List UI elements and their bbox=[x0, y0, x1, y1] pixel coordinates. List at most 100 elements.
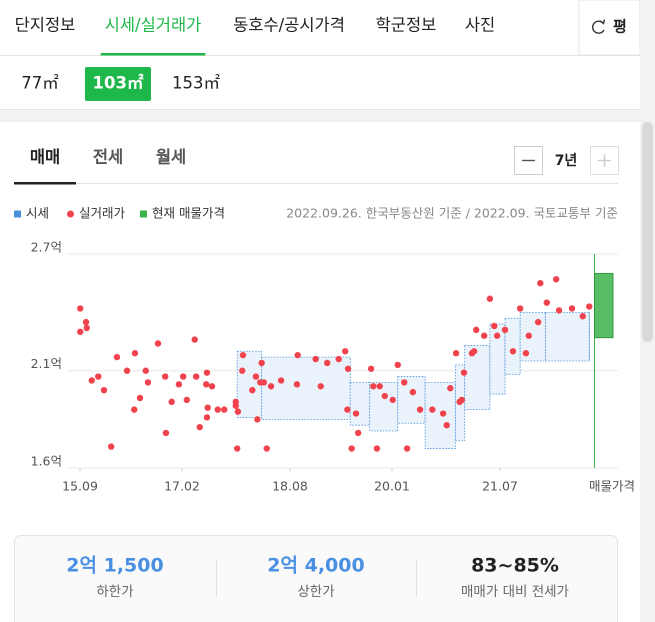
price-band bbox=[261, 356, 351, 420]
trade-dot bbox=[136, 394, 144, 402]
trade-dot bbox=[239, 367, 246, 374]
x-tick-label: 21.07 bbox=[482, 479, 518, 494]
trade-dot bbox=[168, 398, 175, 406]
trade-dot bbox=[154, 340, 162, 347]
trade-dot bbox=[214, 406, 221, 413]
trade-dot bbox=[196, 423, 203, 431]
trade-dot bbox=[317, 383, 324, 390]
trade-dot bbox=[348, 445, 355, 452]
summary-label: 매매가 대비 전세가 bbox=[461, 584, 569, 600]
trade-dot bbox=[293, 381, 301, 388]
price-band bbox=[504, 317, 521, 376]
trade-dot bbox=[403, 445, 411, 452]
trade-dot bbox=[525, 332, 532, 339]
price-band bbox=[489, 323, 506, 395]
tab[interactable]: 학군정보 bbox=[376, 16, 437, 35]
trade-dot bbox=[204, 404, 211, 411]
trade-dot bbox=[370, 383, 377, 390]
trade-dot bbox=[480, 332, 488, 339]
legend-swatch bbox=[67, 210, 74, 218]
legend-swatch bbox=[14, 210, 21, 218]
summary-value: 2억 1,500 bbox=[66, 555, 163, 577]
trade-dot bbox=[447, 385, 454, 392]
trade-dot bbox=[312, 355, 319, 363]
unit-button[interactable]: 평 bbox=[613, 18, 627, 36]
tab-underline bbox=[100, 53, 206, 56]
trade-dot bbox=[100, 386, 108, 394]
trade-dot bbox=[77, 328, 84, 336]
trade-dot bbox=[509, 348, 517, 355]
price-band bbox=[369, 381, 399, 432]
trade-dot bbox=[113, 353, 121, 361]
trade-dot bbox=[183, 396, 190, 404]
trade-dot bbox=[552, 276, 560, 283]
y-tick-label: 1.6억 bbox=[31, 454, 62, 469]
tab[interactable]: 시세/실거래가 bbox=[105, 16, 202, 35]
tab[interactable]: 단지정보 bbox=[15, 16, 76, 35]
trade-dot bbox=[344, 406, 351, 413]
refresh-icon bbox=[599, 19, 606, 25]
trade-dot bbox=[543, 299, 550, 306]
size-button[interactable]: 77㎡ bbox=[21, 74, 59, 93]
trade-dot bbox=[352, 410, 360, 417]
trade-dot bbox=[344, 365, 352, 372]
trade-dot bbox=[192, 373, 200, 380]
deal-tab[interactable]: 월세 bbox=[156, 148, 186, 167]
x-tick-label: 매물가격 bbox=[589, 479, 635, 494]
legend-label: 시세 bbox=[26, 206, 49, 221]
trade-dot bbox=[381, 392, 388, 400]
trade-dot bbox=[394, 361, 401, 369]
trade-dot bbox=[77, 305, 84, 312]
tab[interactable]: 사진 bbox=[465, 16, 495, 35]
summary-box bbox=[14, 535, 618, 622]
trade-dot bbox=[493, 332, 501, 339]
listing-range bbox=[594, 272, 614, 339]
legend-swatch bbox=[140, 210, 147, 218]
trade-dot bbox=[416, 406, 424, 413]
tab[interactable]: 동호수/공시가격 bbox=[233, 16, 345, 35]
deal-tab[interactable]: 매매 bbox=[30, 148, 60, 167]
trade-dot bbox=[203, 414, 211, 421]
trade-dot bbox=[88, 377, 95, 384]
legend-label: 현재 매물가격 bbox=[152, 206, 225, 221]
trade-dot bbox=[522, 350, 530, 357]
trade-dot bbox=[83, 324, 90, 332]
trade-dot bbox=[267, 383, 275, 390]
trade-dot bbox=[252, 373, 260, 380]
size-button-bg[interactable] bbox=[85, 67, 151, 101]
size-button[interactable]: 103㎡ bbox=[93, 73, 144, 93]
trade-dot bbox=[491, 322, 498, 330]
price-band bbox=[519, 311, 546, 362]
x-tick-label: 17.02 bbox=[164, 479, 200, 494]
deal-tab[interactable]: 전세 bbox=[93, 148, 123, 167]
trade-dot bbox=[294, 351, 301, 359]
trade-dot bbox=[376, 383, 383, 390]
trade-dot bbox=[354, 429, 362, 437]
trade-dot bbox=[82, 318, 90, 326]
trade-dot bbox=[367, 365, 375, 372]
trade-dot bbox=[162, 429, 170, 437]
trade-dot bbox=[203, 381, 210, 388]
unit-button-box[interactable] bbox=[578, 0, 641, 56]
trade-dot bbox=[131, 350, 139, 357]
trade-dot bbox=[443, 422, 450, 429]
scrollbar-thumb[interactable] bbox=[642, 122, 653, 342]
trade-dot bbox=[144, 379, 152, 386]
summary-label: 하한가 bbox=[96, 584, 133, 600]
trade-dot bbox=[470, 348, 478, 355]
price-band bbox=[424, 381, 456, 449]
trade-dot bbox=[131, 406, 138, 413]
trade-dot bbox=[249, 386, 256, 394]
trade-dot bbox=[208, 383, 216, 390]
trade-dot bbox=[108, 443, 115, 450]
trade-dot bbox=[180, 373, 187, 380]
trade-dot bbox=[501, 326, 509, 334]
trade-dot bbox=[234, 408, 242, 415]
size-button[interactable]: 153㎡ bbox=[172, 74, 220, 93]
x-tick-label: 15.09 bbox=[62, 479, 98, 494]
gap bbox=[0, 110, 640, 122]
price-band bbox=[349, 381, 371, 426]
